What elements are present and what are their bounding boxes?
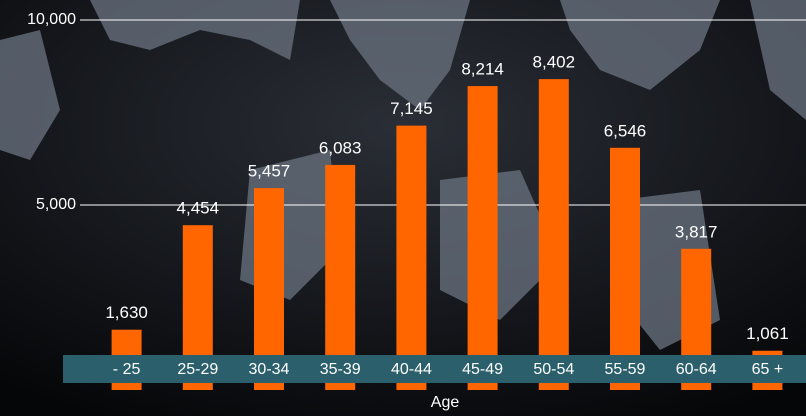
value-label: 7,145: [390, 99, 433, 118]
bar: [538, 79, 569, 390]
value-label: 4,454: [177, 199, 220, 218]
x-tick-label: 40-44: [391, 361, 432, 378]
value-label: 6,546: [604, 121, 647, 140]
value-label: 5,457: [248, 162, 291, 181]
value-label: 3,817: [675, 222, 718, 241]
bar: [396, 125, 427, 390]
bar: [467, 86, 498, 390]
y-tick-label: 10,000: [27, 11, 76, 28]
x-tick-label: - 25: [113, 361, 141, 378]
value-label: 6,083: [319, 138, 362, 157]
x-tick-label: 65 +: [752, 361, 784, 378]
value-label: 8,402: [533, 53, 576, 72]
bar: [325, 164, 356, 390]
value-label: 1,061: [746, 324, 789, 343]
x-tick-label: 30-34: [249, 361, 290, 378]
x-tick-label: 35-39: [320, 361, 361, 378]
value-label: 8,214: [461, 60, 504, 79]
value-label: 1,630: [105, 303, 148, 322]
x-tick-label: 45-49: [462, 361, 503, 378]
x-axis-band: [63, 355, 806, 383]
x-axis-title: Age: [431, 394, 460, 411]
x-tick-label: 55-59: [605, 361, 646, 378]
y-tick-label: 5,000: [36, 196, 76, 213]
x-tick-label: 50-54: [533, 361, 574, 378]
bar: [610, 147, 640, 390]
x-tick-label: 60-64: [676, 361, 717, 378]
x-tick-label: 25-29: [177, 361, 218, 378]
